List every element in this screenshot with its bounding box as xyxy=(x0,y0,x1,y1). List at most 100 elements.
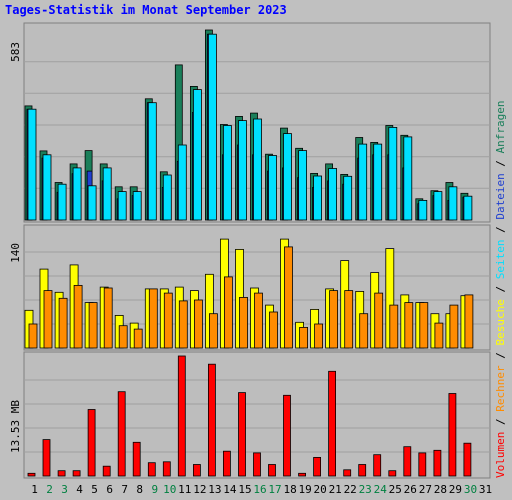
day-label: 8 xyxy=(136,483,143,496)
volumen-bar xyxy=(298,472,307,477)
rechner-bar xyxy=(359,313,369,349)
volumen-bar xyxy=(253,452,261,477)
legend-seiten: Seiten xyxy=(494,240,507,280)
volumen-bar xyxy=(177,355,186,477)
legend: Volumen / Rechner / Besuche / Seiten / D… xyxy=(494,100,507,478)
legend-dateien: Dateien xyxy=(494,173,507,219)
rechner-bar xyxy=(449,304,459,349)
seiten-bar xyxy=(373,143,383,221)
seiten-bar xyxy=(313,175,323,221)
day-label: 19 xyxy=(298,483,311,496)
volumen-bar xyxy=(403,446,412,477)
rechner-bar xyxy=(163,292,173,349)
volumen-bar xyxy=(448,393,457,477)
seiten-bar xyxy=(403,136,413,221)
rechner-bar xyxy=(103,287,113,349)
volumen-bar xyxy=(238,392,246,477)
seiten-bar xyxy=(57,183,67,221)
rechner-bar xyxy=(374,292,384,349)
rechner-bar xyxy=(434,322,444,349)
day-label: 25 xyxy=(389,483,402,496)
rechner-bar xyxy=(284,246,293,349)
rechner-bar xyxy=(58,297,68,349)
volumen-bar xyxy=(162,461,171,477)
volumen-bar xyxy=(418,452,427,477)
seiten-bar xyxy=(343,175,353,221)
volumen-bar xyxy=(87,409,96,477)
rechner-bar xyxy=(193,299,203,349)
volumen-bar xyxy=(433,449,442,477)
volumen-bar xyxy=(343,469,352,477)
day-label: 7 xyxy=(121,483,128,496)
day-label: 20 xyxy=(313,483,326,496)
day-label: 27 xyxy=(419,483,432,496)
legend-besuche: Besuche xyxy=(494,299,507,345)
seiten-bar xyxy=(27,108,37,221)
rechner-bar xyxy=(43,290,53,349)
day-label: 13 xyxy=(208,483,221,496)
day-label: 9 xyxy=(151,483,158,496)
legend-anfragen: Anfragen xyxy=(494,100,507,153)
volumen-bar xyxy=(42,439,51,477)
legend-separator: / xyxy=(494,346,507,366)
seiten-bar xyxy=(418,199,428,221)
legend-rechner: Rechner xyxy=(494,365,507,412)
day-label: 15 xyxy=(238,483,251,496)
seiten-bar xyxy=(177,144,187,221)
day-label: 14 xyxy=(223,483,237,496)
seiten-bar xyxy=(192,89,202,221)
seiten-bar xyxy=(298,150,308,221)
seiten-bar xyxy=(463,195,473,221)
volumen-bar xyxy=(147,462,156,477)
day-label: 29 xyxy=(449,483,462,496)
rechner-bar xyxy=(73,284,83,349)
rechner-bar xyxy=(404,302,414,349)
rechner-bar xyxy=(223,276,233,349)
day-label: 22 xyxy=(344,483,357,496)
seiten-bar xyxy=(132,191,142,221)
day-label: 17 xyxy=(268,483,281,496)
seiten-bar xyxy=(433,191,443,221)
rechner-bar xyxy=(314,323,324,349)
rechner-bar xyxy=(419,302,429,349)
volumen-bar xyxy=(222,450,231,477)
middle-panel-max-label: 140 xyxy=(9,243,22,263)
day-label: 30 xyxy=(464,483,477,496)
seiten-bar xyxy=(448,186,458,221)
volumen-bar xyxy=(57,470,66,477)
volumen-bar xyxy=(373,454,382,477)
legend-separator: / xyxy=(494,279,507,299)
top-panel-max-label: 583 xyxy=(9,42,22,62)
chart-title: Tages-Statistik im Monat September 2023 xyxy=(5,3,287,17)
day-label: 23 xyxy=(359,483,372,496)
volumen-bar xyxy=(102,465,111,477)
rechner-bar xyxy=(269,311,278,349)
seiten-bar xyxy=(102,167,112,221)
seiten-bar xyxy=(42,154,52,221)
seiten-bar xyxy=(222,125,232,221)
seiten-bar xyxy=(388,127,398,221)
seiten-bar xyxy=(117,191,127,221)
volumen-bar xyxy=(207,363,216,477)
rechner-bar xyxy=(344,290,354,349)
legend-separator: / xyxy=(494,153,507,173)
rechner-bar xyxy=(239,296,248,349)
volumen-bar xyxy=(463,442,472,477)
volumen-bar xyxy=(313,456,322,477)
volumen-bar xyxy=(132,441,141,477)
volumen-bar xyxy=(358,464,367,477)
rechner-bar xyxy=(118,325,128,349)
day-label: 12 xyxy=(193,483,206,496)
seiten-bar xyxy=(283,133,292,221)
day-label: 4 xyxy=(76,483,83,496)
day-label: 16 xyxy=(253,483,266,496)
volumen-bar xyxy=(117,391,126,477)
rechner-bar xyxy=(208,313,218,349)
day-label: 5 xyxy=(91,483,98,496)
seiten-bar xyxy=(147,102,157,221)
day-label: 11 xyxy=(178,483,191,496)
rechner-bar xyxy=(254,292,263,349)
rechner-bar xyxy=(299,326,309,349)
day-label: 26 xyxy=(404,483,417,496)
